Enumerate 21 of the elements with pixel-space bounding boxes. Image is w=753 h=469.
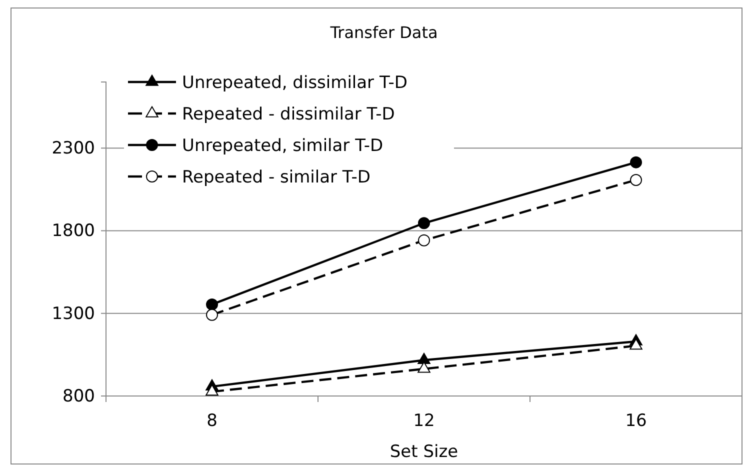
chart-title: Transfer Data	[329, 23, 438, 42]
point	[418, 234, 430, 246]
legend-label: Unrepeated, similar T-D	[182, 136, 384, 156]
point	[418, 217, 430, 230]
y-tick-label: 2300	[52, 138, 95, 159]
point	[418, 362, 430, 373]
point	[630, 156, 642, 168]
x-tick-label: 12	[413, 411, 435, 432]
y-tick-label: 800	[62, 386, 95, 406]
legend-label: Repeated - dissimilar T-D	[182, 104, 395, 124]
point	[630, 174, 642, 186]
x-axis-title: Set Size	[390, 442, 458, 462]
legend-label: Unrepeated, dissimilar T-D	[182, 73, 408, 93]
y-tick-label: 1300	[52, 304, 95, 324]
x-tick-label: 16	[625, 411, 647, 432]
x-tick-label: 8	[206, 411, 218, 432]
point	[418, 352, 430, 364]
legend-label: Repeated - similar T-D	[182, 168, 370, 188]
point	[206, 298, 218, 310]
y-tick-label: 1800	[52, 221, 95, 242]
point	[206, 308, 218, 321]
